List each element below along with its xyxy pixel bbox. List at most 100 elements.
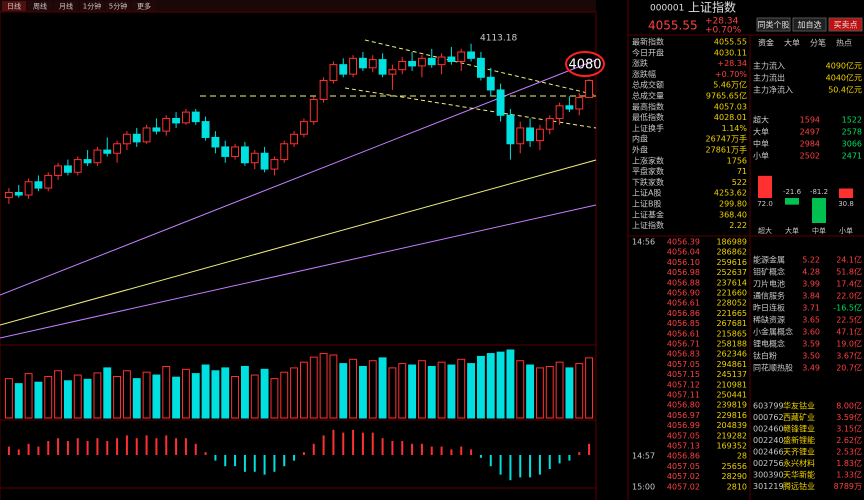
info-label: 上证换手: [632, 123, 664, 133]
price: 4055.55: [648, 19, 698, 33]
button[interactable]: [792, 17, 827, 32]
stock-code[interactable]: 000762: [753, 413, 784, 422]
stock-amount: 3.15亿: [836, 424, 862, 434]
tick-price: 4056.99: [667, 421, 700, 430]
candle-body: [132, 133, 141, 143]
stock-name[interactable]: 西藏矿业: [783, 412, 815, 422]
flow-tab[interactable]: 分笔: [810, 38, 826, 48]
flow-bar-label: -81.2: [810, 188, 828, 196]
stock-name[interactable]: 天华新能: [783, 470, 815, 480]
volume-bar: [290, 367, 299, 419]
tab-label[interactable]: 更多: [137, 2, 151, 11]
flow-tab[interactable]: 资金: [758, 38, 774, 48]
tick-price: 4056.86: [667, 309, 700, 318]
candle-body: [378, 59, 387, 75]
flow-tab[interactable]: 大单: [784, 38, 800, 48]
candle-body: [496, 89, 505, 116]
candle-body: [73, 159, 82, 173]
sector-name[interactable]: 昨日连板: [753, 303, 785, 313]
stock-code[interactable]: 002756: [753, 459, 784, 468]
stock-code[interactable]: 002460: [753, 425, 784, 434]
tick-price: 4056.88: [667, 278, 700, 287]
sector-name[interactable]: 小金属概念: [753, 327, 793, 337]
button[interactable]: [756, 17, 791, 32]
sector-amount: 17.4亿: [836, 279, 862, 289]
candle-body: [34, 181, 43, 189]
flow-label: 主力净流入: [753, 85, 793, 95]
candle-body: [506, 114, 515, 145]
sector-name[interactable]: 能源金属: [753, 255, 785, 265]
tab[interactable]: [2, 1, 26, 11]
info-value: 1756: [727, 156, 747, 165]
stock-name[interactable]: 天齐锂业: [783, 447, 815, 457]
button-label[interactable]: 同类个股: [758, 20, 790, 30]
tab[interactable]: [80, 1, 104, 11]
stock-amount: 3.59亿: [836, 412, 862, 422]
volume-bar: [44, 375, 53, 419]
flow-bar: [785, 198, 799, 205]
info-label: 涨跌: [632, 58, 648, 68]
flow-bar-cat: 大单: [785, 226, 799, 235]
stock-name[interactable]: 盛新锂能: [783, 435, 815, 445]
tick-time: 15:00: [632, 482, 655, 491]
stock-code[interactable]: 002240: [753, 436, 784, 445]
sector-pct: 4.28: [802, 268, 820, 277]
button[interactable]: [828, 17, 863, 32]
tab[interactable]: [28, 1, 52, 11]
candle-body: [250, 152, 259, 164]
stock-name[interactable]: 赣锋锂业: [783, 424, 815, 434]
tick-price: 4056.85: [667, 319, 700, 328]
candle-body: [437, 56, 446, 66]
sector-name[interactable]: 刀片电池: [753, 279, 785, 289]
volume-bar: [476, 355, 485, 419]
stock-name[interactable]: 永兴材料: [783, 458, 815, 468]
button-label[interactable]: 加自选: [798, 20, 822, 30]
tab-label[interactable]: 月线: [59, 2, 73, 11]
stock-code[interactable]: 300390: [753, 471, 784, 480]
volume-bar: [34, 381, 43, 419]
info-label: 总成交额: [632, 80, 664, 90]
volume-bar: [447, 364, 456, 419]
sector-name[interactable]: 钼矿概念: [753, 267, 785, 277]
candle-body: [329, 64, 338, 81]
tab-label[interactable]: 1分钟: [83, 2, 101, 11]
volume-bar: [211, 370, 220, 419]
tick-price: 4056.10: [667, 258, 700, 267]
flow-cat: 大单: [753, 127, 769, 137]
trend-line: [364, 39, 597, 96]
tab[interactable]: [54, 1, 78, 11]
candle-body: [152, 127, 161, 132]
volume-bar: [309, 356, 318, 419]
tick-price: 4057.11: [667, 391, 700, 400]
stock-code[interactable]: 301219: [753, 482, 784, 491]
sector-name[interactable]: 通信服务: [753, 291, 785, 301]
volume-bar: [349, 358, 358, 419]
volume-bar: [358, 365, 367, 419]
stock-code[interactable]: 603799: [753, 402, 784, 411]
candle-body: [54, 165, 63, 176]
sector-pct: 3.49: [802, 364, 820, 373]
flow-bar-cat: 小单: [839, 226, 853, 235]
tab-label[interactable]: 5分钟: [109, 2, 127, 11]
tab-label[interactable]: 日线: [7, 2, 21, 11]
info-label: 上证基金: [632, 209, 664, 219]
volume-bar: [24, 373, 33, 419]
stock-name[interactable]: 腾远钴业: [783, 481, 815, 491]
sector-name[interactable]: 稀缺资源: [753, 315, 785, 325]
tab[interactable]: [132, 1, 156, 11]
sector-name[interactable]: 锂电概念: [753, 339, 785, 349]
tab[interactable]: [106, 1, 130, 11]
tab-label[interactable]: 周线: [33, 2, 47, 11]
tick-volume: 258188: [716, 340, 747, 349]
volume-bar: [280, 371, 289, 419]
tick-volume: 210981: [716, 380, 747, 389]
sector-name[interactable]: 钛白粉: [753, 351, 777, 361]
flow-tab[interactable]: 热点: [836, 38, 852, 48]
stock-code[interactable]: 002466: [753, 448, 784, 457]
stock-name[interactable]: 华友钴业: [783, 401, 815, 411]
sector-name[interactable]: 同花顺热股: [753, 363, 793, 373]
button-label[interactable]: 买卖点: [834, 21, 858, 30]
candle-body: [535, 128, 544, 142]
